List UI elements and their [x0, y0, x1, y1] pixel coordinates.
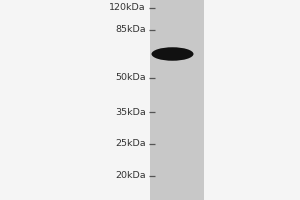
Text: 120kDa: 120kDa [109, 3, 146, 12]
Ellipse shape [152, 47, 194, 61]
Text: 85kDa: 85kDa [115, 25, 146, 34]
Text: 50kDa: 50kDa [115, 73, 146, 82]
Text: 25kDa: 25kDa [115, 140, 146, 148]
Text: 35kDa: 35kDa [115, 108, 146, 116]
Text: 20kDa: 20kDa [115, 171, 146, 180]
Bar [150, 0, 204, 200]
